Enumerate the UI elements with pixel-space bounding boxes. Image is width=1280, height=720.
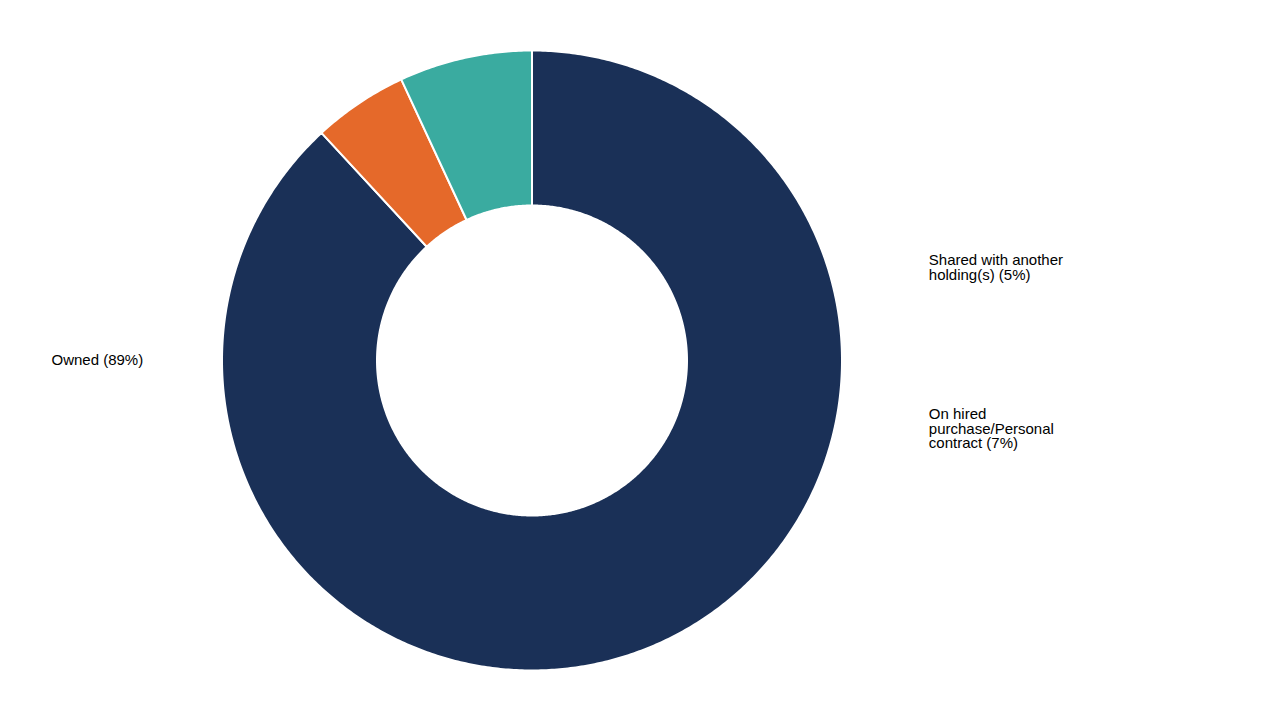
svg-text:Shared with anotherholding(s): Shared with anotherholding(s) (5%) [929,251,1063,283]
svg-text:On hiredpurchase/Personalcontr: On hiredpurchase/Personalcontract (7%) [929,405,1054,452]
svg-text:Owned (89%): Owned (89%) [52,351,144,368]
